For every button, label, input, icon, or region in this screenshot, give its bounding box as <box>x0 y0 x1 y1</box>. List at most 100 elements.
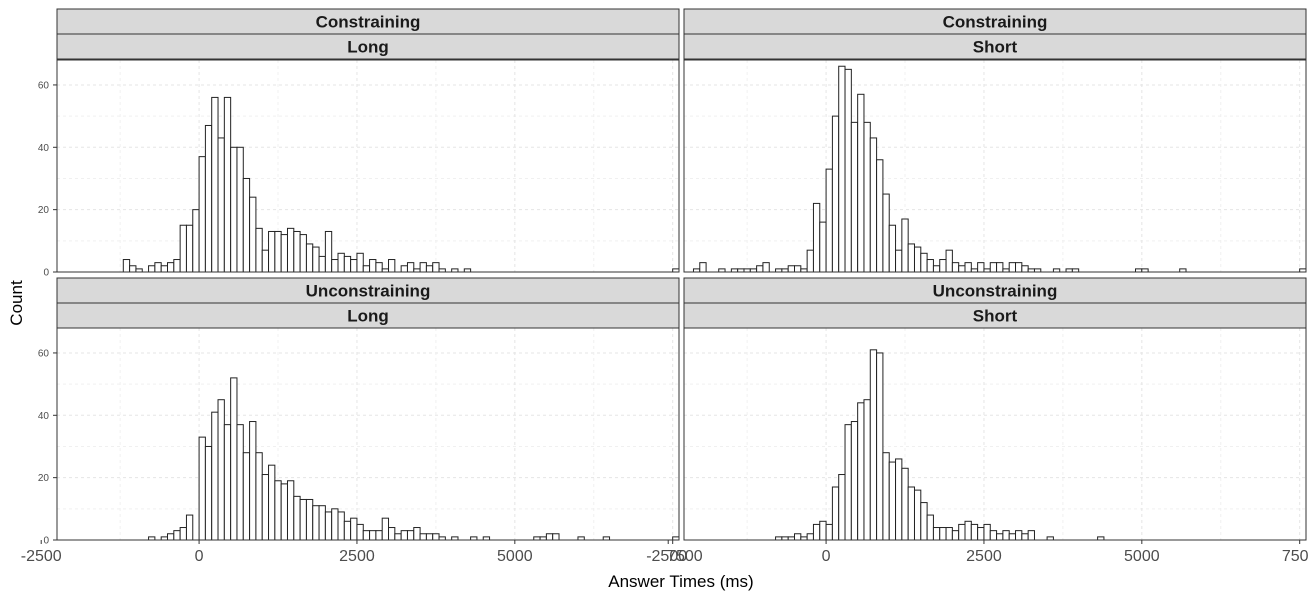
histogram-bar <box>406 530 415 541</box>
histogram-bar <box>122 259 131 273</box>
x-tick-label: -2500 <box>646 548 687 565</box>
histogram-bar <box>167 262 175 273</box>
histogram-bar <box>869 349 878 541</box>
facet-label-top: Unconstraining <box>306 282 431 301</box>
histogram-bar <box>825 168 833 273</box>
histogram-bar <box>926 514 934 541</box>
facet-label-top: Unconstraining <box>933 282 1058 301</box>
histogram-bar <box>1021 533 1029 541</box>
histogram-bar <box>356 252 364 273</box>
histogram-bar <box>179 224 187 273</box>
histogram-bar <box>280 234 288 273</box>
histogram-bar <box>223 424 232 541</box>
y-tick-label: 20 <box>38 473 50 484</box>
histogram-bar <box>299 234 307 273</box>
x-axis-title: Answer Times (ms) <box>608 572 753 591</box>
histogram-bar <box>324 230 333 273</box>
histogram-bar <box>394 533 402 541</box>
histogram-bar <box>907 243 915 273</box>
histogram-bar <box>230 377 238 541</box>
x-tick-label: 0 <box>195 548 204 565</box>
histogram-bar <box>261 474 270 541</box>
histogram-bar <box>863 121 871 273</box>
x-tick-label: 7500 <box>1282 548 1309 565</box>
histogram-bar <box>192 209 200 273</box>
facet-strip-top <box>683 277 1307 304</box>
facet-label-bottom: Long <box>347 307 389 326</box>
histogram-bar <box>989 530 998 541</box>
histogram-bar <box>179 527 187 541</box>
histogram-bar <box>876 159 884 273</box>
y-tick-label: 0 <box>43 536 49 547</box>
histogram-bar <box>230 146 238 273</box>
histogram-bar <box>901 218 909 273</box>
histogram-bar <box>236 424 244 541</box>
histogram-bar <box>926 259 934 273</box>
histogram-bar <box>882 452 890 541</box>
facet-strip-top <box>56 8 680 35</box>
histogram-bar <box>913 489 922 541</box>
histogram-bar <box>324 511 333 541</box>
histogram-bar <box>286 227 295 273</box>
histogram-bar <box>825 523 833 541</box>
histogram-bar <box>369 530 377 541</box>
histogram-bar <box>154 262 162 273</box>
histogram-bar <box>261 249 270 273</box>
histogram-bar <box>413 527 421 541</box>
histogram-bar <box>838 474 846 541</box>
histogram-bar <box>425 265 434 273</box>
histogram-bar <box>419 533 427 541</box>
histogram-bar <box>545 533 554 541</box>
histogram-bar <box>996 262 1004 273</box>
panel-1: Constraining Long 0 20 40 60 <box>38 8 680 279</box>
histogram-bar <box>425 533 434 541</box>
histogram-bar <box>274 230 282 273</box>
histogram-bar <box>876 352 884 541</box>
histogram-bar <box>129 265 137 273</box>
histogram-bar <box>160 265 169 273</box>
histogram-bar <box>286 480 295 541</box>
histogram-bar <box>375 530 383 541</box>
x-tick-label: 5000 <box>497 548 533 565</box>
histogram-bar <box>343 520 352 541</box>
histogram-bar <box>350 517 358 541</box>
histogram-bar <box>831 486 840 541</box>
histogram-bar <box>255 452 263 541</box>
facet-strip-bottom <box>683 33 1307 60</box>
histogram-bar <box>958 523 966 541</box>
y-tick-label: 60 <box>38 348 50 359</box>
histogram-bar <box>812 523 821 541</box>
y-tick-label: 40 <box>38 411 50 422</box>
histogram-bar <box>920 252 928 273</box>
histogram-bar <box>198 436 206 541</box>
histogram-bar <box>932 527 941 541</box>
histogram-bar <box>794 265 802 273</box>
histogram-bar <box>185 514 194 541</box>
histogram-bar <box>369 259 377 273</box>
histogram-bar <box>989 262 998 273</box>
panel-border <box>683 327 1307 541</box>
histogram-bar <box>331 259 339 273</box>
histogram-bar <box>552 533 560 541</box>
histogram-bar <box>293 495 301 541</box>
y-tick-label: 0 <box>43 268 49 279</box>
histogram-bar <box>983 523 991 541</box>
panel-border <box>56 59 680 273</box>
histogram-bar <box>977 527 985 541</box>
histogram-bar <box>293 230 301 273</box>
histogram-bar <box>331 508 339 541</box>
histogram-bar <box>268 230 276 273</box>
histogram-bar <box>831 115 840 273</box>
histogram-bar <box>762 262 770 273</box>
histogram-bar <box>148 265 156 273</box>
histogram-bar <box>268 464 276 541</box>
y-tick-label: 20 <box>38 205 50 216</box>
facet-strip-bottom <box>56 302 680 329</box>
histogram-bar <box>857 93 865 273</box>
histogram-bar <box>375 262 383 273</box>
histogram-bar <box>838 65 846 273</box>
histogram-bar <box>255 227 263 273</box>
panel-2: Constraining Short <box>683 8 1307 273</box>
histogram-bar <box>173 259 181 273</box>
